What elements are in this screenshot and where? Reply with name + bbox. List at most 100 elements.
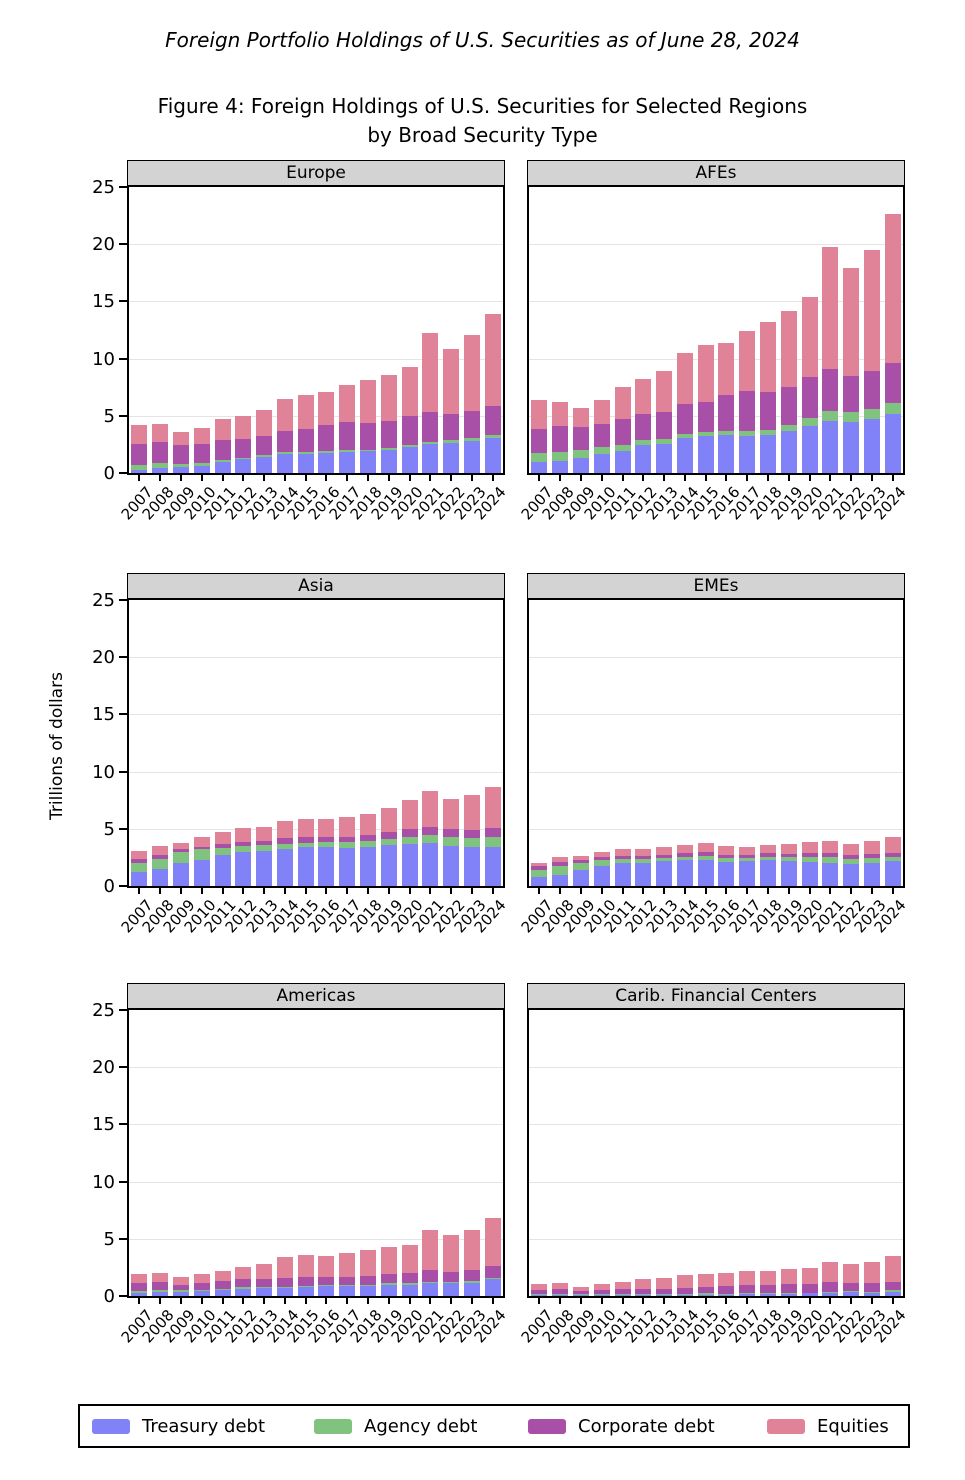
- x-tick: [200, 888, 203, 894]
- bar-segment: [193, 463, 210, 467]
- gridline: [129, 1181, 503, 1183]
- x-tick: [663, 475, 666, 481]
- stacked-bar-2014: [276, 1257, 293, 1296]
- bar-segment: [718, 854, 735, 858]
- x-tick: [642, 888, 645, 894]
- bar-segment: [131, 1290, 148, 1293]
- bar-segment: [339, 841, 356, 849]
- bar-segment: [718, 1293, 735, 1295]
- bar-segment: [884, 857, 901, 862]
- x-tick: [725, 888, 728, 894]
- stacked-bar-2020: [801, 841, 818, 886]
- bar-segment: [152, 1272, 169, 1283]
- bar-segment: [614, 856, 631, 860]
- bar-segment: [339, 450, 356, 452]
- y-tick: [119, 300, 127, 303]
- stacked-bar-2015: [697, 345, 714, 473]
- gridline: [529, 358, 903, 360]
- bar-segment: [443, 414, 460, 441]
- bar-segment: [801, 1292, 818, 1294]
- stacked-bar-2013: [656, 1278, 673, 1296]
- stacked-bar-2023: [863, 841, 880, 886]
- bar-segment: [131, 851, 148, 860]
- x-tick: [179, 475, 182, 481]
- stacked-bar-2014: [276, 820, 293, 886]
- gridline: [129, 301, 503, 303]
- x-tick: [346, 888, 349, 894]
- bar-segment: [359, 451, 376, 473]
- bar-segment: [484, 786, 501, 828]
- bar-segment: [697, 843, 714, 853]
- bar-segment: [759, 856, 776, 861]
- x-tick: [870, 888, 873, 894]
- bar-segment: [152, 855, 169, 859]
- equities-swatch: [767, 1418, 805, 1434]
- bar-segment: [780, 1293, 797, 1296]
- y-tick-label: 20: [92, 647, 115, 669]
- bar-segment: [635, 379, 652, 415]
- bar-segment: [718, 845, 735, 855]
- bar-segment: [739, 1285, 756, 1294]
- bar-segment: [718, 1294, 735, 1296]
- stacked-bar-2009: [172, 1277, 189, 1296]
- bar-segment: [401, 415, 418, 445]
- bar-segment: [656, 439, 673, 444]
- x-tick: [242, 888, 245, 894]
- x-tick: [600, 1298, 603, 1304]
- stacked-bar-2021: [422, 1230, 439, 1296]
- x-tick: [766, 475, 769, 481]
- y-tick-label: 25: [92, 1000, 115, 1021]
- bar-segment: [676, 1288, 693, 1294]
- bar-segment: [884, 213, 901, 364]
- bar-segment: [780, 311, 797, 387]
- y-tick: [119, 186, 127, 188]
- x-tick: [470, 475, 473, 481]
- bar-segment: [359, 449, 376, 452]
- bar-segment: [235, 841, 252, 846]
- x-tick: [829, 1298, 832, 1304]
- gridline: [129, 657, 503, 659]
- stacked-bar-2017: [739, 331, 756, 473]
- stacked-bar-2008: [152, 424, 169, 473]
- x-tick: [891, 475, 894, 481]
- bar-segment: [656, 443, 673, 473]
- bar-segment: [822, 1292, 839, 1296]
- stacked-bar-2023: [863, 249, 880, 473]
- x-tick: [829, 475, 832, 481]
- bar-segment: [614, 1294, 631, 1296]
- bar-segment: [193, 846, 210, 850]
- bar-segment: [443, 845, 460, 886]
- stacked-bar-2013: [256, 1264, 273, 1296]
- bar-segment: [214, 854, 231, 886]
- panel-europe-plot-area: 2007 2008 2009 2010 2011 2012 2013 2014 2015 2016…: [92, 177, 510, 523]
- gridline: [529, 1067, 903, 1069]
- bar-segment: [614, 859, 631, 863]
- bar-segment: [676, 438, 693, 473]
- x-tick: [621, 888, 624, 894]
- bar-segment: [172, 466, 189, 473]
- y-tick: [119, 770, 127, 773]
- bar-segment: [635, 1294, 652, 1296]
- gridline: [529, 714, 903, 716]
- x-tick: [538, 888, 541, 894]
- stacked-bar-2008: [152, 846, 169, 886]
- bar-segment: [359, 813, 376, 836]
- stacked-bar-2024: [884, 837, 901, 886]
- x-tick: [808, 888, 811, 894]
- bar-segment: [297, 451, 314, 454]
- bar-segment: [152, 858, 169, 870]
- gridline: [529, 415, 903, 417]
- bar-segment: [697, 852, 714, 857]
- bar-segment: [884, 1256, 901, 1283]
- y-tick-label: 15: [92, 291, 115, 313]
- stacked-bar-2023: [463, 334, 480, 473]
- stacked-bar-2023: [463, 795, 480, 886]
- bar-segment: [780, 1284, 797, 1294]
- bar-segment: [718, 861, 735, 886]
- bar-segment: [276, 843, 293, 849]
- stacked-bar-2020: [401, 367, 418, 473]
- bar-segment: [718, 343, 735, 396]
- stacked-bar-2022: [443, 799, 460, 886]
- bar-segment: [884, 414, 901, 473]
- bar-segment: [697, 1286, 714, 1294]
